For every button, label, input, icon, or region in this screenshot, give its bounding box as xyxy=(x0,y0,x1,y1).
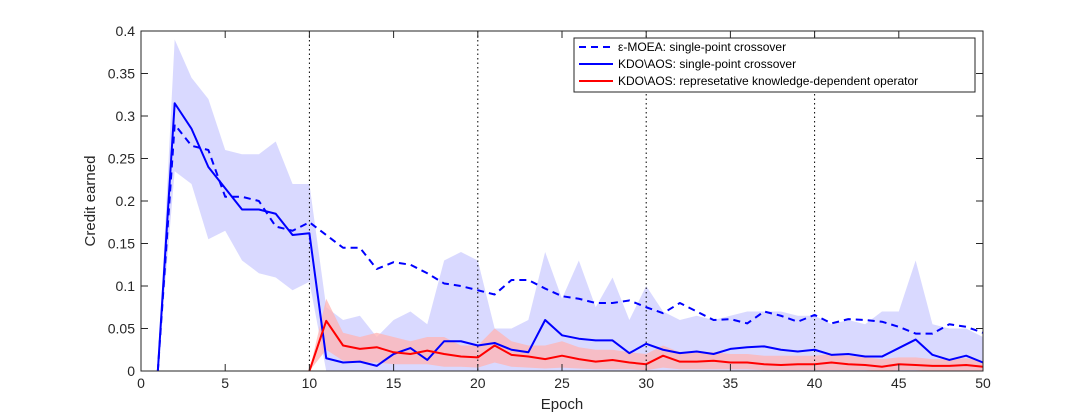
x-tick-label: 30 xyxy=(638,375,654,391)
y-axis-label: Credit earned xyxy=(82,156,99,247)
series-line-moea-single-point-crossover xyxy=(156,123,984,372)
y-tick-label: 0.35 xyxy=(108,66,135,82)
y-tick-label: 0.05 xyxy=(108,321,135,337)
y-tick-label: 0.4 xyxy=(116,23,136,39)
legend-label: ε-MOEA: single-point crossover xyxy=(618,40,786,54)
x-axis-label: Epoch xyxy=(541,396,584,413)
x-tick-label: 40 xyxy=(807,375,823,391)
x-tick-label: 0 xyxy=(137,375,145,391)
x-tick-label: 45 xyxy=(891,375,907,391)
x-tick-label: 50 xyxy=(975,375,991,391)
legend-label: KDO\AOS: represetative knowledge-depende… xyxy=(618,74,918,88)
x-tick-label: 10 xyxy=(302,375,318,391)
y-tick-label: 0.15 xyxy=(108,236,135,252)
confidence-bands xyxy=(157,39,984,371)
legend: ε-MOEA: single-point crossover KDO\AOS: s… xyxy=(573,37,976,93)
legend-box xyxy=(573,37,976,93)
legend-label: KDO\AOS: single-point crossover xyxy=(618,57,796,71)
y-tick-label: 0.2 xyxy=(116,193,136,209)
y-tick-label: 0 xyxy=(127,363,135,379)
x-tick-label: 35 xyxy=(723,375,739,391)
axis-ticks: 0 5 10 15 20 25 30 35 40 45 50 0 0.05 0.1 0.15 0.2 0.25 0… xyxy=(108,23,991,391)
x-tick-label: 15 xyxy=(386,375,402,391)
y-tick-label: 0.25 xyxy=(108,151,135,167)
series-line-kdo-aos-single-point-crossover xyxy=(156,102,984,372)
x-tick-label: 5 xyxy=(221,375,229,391)
band-kdo-aos-represetative-knowledge-dependent-operator xyxy=(309,298,983,371)
band-kdo-aos-single-point-crossover xyxy=(157,39,984,371)
x-tick-label: 20 xyxy=(470,375,486,391)
x-tick-label: 25 xyxy=(554,375,570,391)
y-tick-label: 0.1 xyxy=(116,278,136,294)
y-tick-label: 0.3 xyxy=(116,108,136,124)
